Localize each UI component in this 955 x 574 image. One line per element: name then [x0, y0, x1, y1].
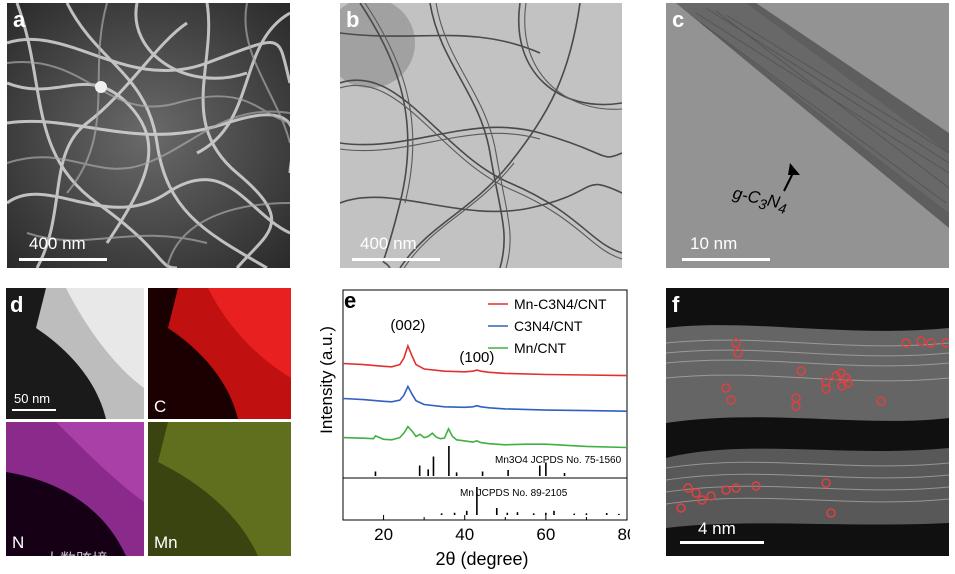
- scale-bar-label: 400 nm: [360, 234, 417, 253]
- panel-label: d: [10, 292, 24, 317]
- panel-a-sem-image: a 400 nm: [7, 3, 290, 268]
- tem-nanotubes-image: [340, 3, 622, 268]
- plot-frame: [342, 289, 628, 521]
- nanoparticle-marker: [796, 366, 806, 376]
- panel-f-haadf-image: f 4 nm: [666, 288, 949, 556]
- chart-legend: Mn-C3N4/CNT C3N4/CNT Mn/CNT: [488, 296, 607, 356]
- series-line-2: [342, 425, 628, 449]
- nanoparticle-marker: [841, 373, 851, 383]
- peak-annotation: (100): [459, 349, 494, 366]
- x-tick-label: 60: [536, 525, 555, 544]
- nanoparticle-marker: [836, 368, 846, 378]
- nanoparticle-marker: [916, 336, 926, 346]
- eds-map-c: C: [148, 288, 291, 419]
- sem-nanotubes-image: [7, 3, 290, 268]
- panel-b-tem-image: b 400 nm: [340, 3, 622, 268]
- scale-bar: [682, 258, 770, 261]
- x-tick-label: 20: [374, 525, 393, 544]
- panel-label: e: [344, 288, 356, 313]
- nanoparticle-marker: [941, 338, 949, 348]
- y-axis-label: Intensity (a.u.): [317, 326, 336, 434]
- series-line-1: [342, 384, 628, 412]
- chart-annotations: (002) (100): [390, 317, 494, 366]
- panel-label: a: [13, 7, 26, 32]
- reference-label: Mn3O4 JCPDS No. 75-1560: [495, 455, 622, 466]
- series-line-0: [342, 343, 628, 377]
- reference-label: Mn JCPDS No. 89-2105: [460, 488, 568, 499]
- scale-bar-label: 4 nm: [698, 519, 736, 538]
- nanoparticle-marker: [821, 478, 831, 488]
- map-label-mn: Mn: [154, 533, 178, 552]
- legend-entry: Mn/CNT: [514, 340, 567, 356]
- x-tick-label: 80: [618, 525, 630, 544]
- nanoparticle-marker: [791, 401, 801, 411]
- nanoparticle-marker: [821, 377, 831, 387]
- nanoparticle-marker: [676, 503, 686, 513]
- nanoparticle-marker: [726, 395, 736, 405]
- map-label-c: C: [154, 397, 167, 416]
- nanoparticle-marker: [831, 371, 841, 381]
- legend-entry: Mn-C3N4/CNT: [514, 296, 607, 312]
- nanoparticle-marker: [876, 396, 886, 406]
- panel-label: c: [672, 7, 685, 32]
- nanoparticle-marker: [691, 488, 701, 498]
- eds-map-n: N: [6, 422, 144, 556]
- reference-layer: Mn3O4 JCPDS No. 75-1560 Mn JCPDS No. 89-2…: [343, 446, 627, 515]
- nanoparticle-marker: [706, 491, 716, 501]
- x-axis-label: 2θ (degree): [435, 549, 528, 569]
- scale-bar-label: 10 nm: [690, 234, 738, 253]
- legend-entry: C3N4/CNT: [514, 318, 583, 334]
- watermark: 大数跨境: [44, 550, 109, 569]
- nanoparticle-marker: [721, 485, 731, 495]
- x-tick-label: 40: [455, 525, 474, 544]
- nanoparticle-marker: [901, 338, 911, 348]
- panel-c-hrtem-image: c g-C3N4 10 nm: [666, 3, 949, 268]
- scale-bar: [19, 258, 107, 261]
- map-label-n: N: [12, 533, 25, 552]
- nanoparticle-marker: [926, 338, 936, 348]
- nanoparticle-marker: [733, 348, 743, 358]
- nanoparticle-marker: [826, 508, 836, 518]
- scale-bar-label: 400 nm: [29, 234, 86, 253]
- nanoparticle-marker: [721, 383, 731, 393]
- chart-axes: 20 40 60 80: [342, 289, 630, 544]
- nanoparticle-marker: [821, 384, 831, 394]
- nanoparticle-marker: [697, 495, 707, 505]
- series-layer: [342, 343, 628, 449]
- scale-bar: [352, 258, 440, 261]
- scale-bar-label: 50 nm: [14, 391, 51, 406]
- nanoparticle-marker: [731, 338, 741, 348]
- eds-map-mn: Mn: [148, 422, 291, 556]
- peak-annotation: (002): [390, 317, 425, 334]
- xrd-chart: e 20 40 60 80 Mn3O4 JCPDS No. 75-1560 Mn JCP…: [317, 288, 630, 569]
- panel-d-stem-image: d 50 nm: [6, 288, 144, 419]
- nanoparticle-marker: [837, 381, 847, 391]
- haadf-image: [666, 288, 949, 556]
- nanoparticle-marker: [751, 481, 761, 491]
- scale-bar: [680, 541, 764, 544]
- nanoparticle-marker: [683, 483, 693, 493]
- scale-bar: [12, 409, 56, 411]
- panel-label: b: [346, 7, 360, 32]
- nanoparticle-marker: [731, 483, 741, 493]
- hrtem-tube-image: [666, 3, 949, 268]
- panel-label: f: [672, 292, 680, 317]
